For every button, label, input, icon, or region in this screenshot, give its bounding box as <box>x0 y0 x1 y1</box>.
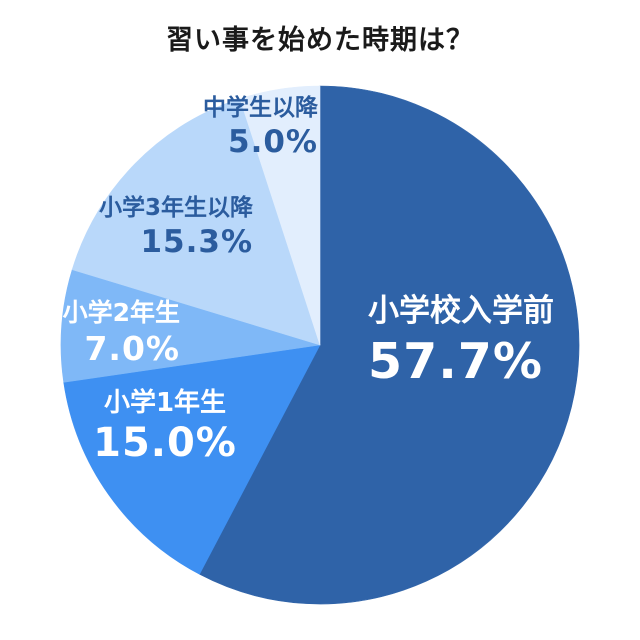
slice-value: 15.0% <box>93 420 237 466</box>
slice-name: 中学生以降 <box>203 95 318 121</box>
pie-slice-1 <box>63 344 321 575</box>
pie-slice-3 <box>71 98 321 346</box>
pie-slice-4 <box>239 85 321 346</box>
chart-title: 習い事を始めた時期は？ <box>166 25 474 56</box>
slice-name: 小学1年生 <box>103 388 227 418</box>
slice-label-shougakkou-nyuugakumae: 小学校入学前 57.7% <box>368 293 554 390</box>
slice-label-chuugakusei-ikou: 中学生以降 5.0% <box>203 97 318 158</box>
slice-label-shougaku-3nensei-ikou: 小学3年生以降 15.3% <box>99 197 253 258</box>
slice-name: 小学校入学前 <box>368 293 554 329</box>
slice-value: 57.7% <box>368 333 543 390</box>
slice-value: 5.0% <box>228 124 318 160</box>
slice-name: 小学2年生 <box>62 298 180 327</box>
pie-slice-2 <box>60 269 321 383</box>
slice-value: 7.0% <box>84 329 180 368</box>
slice-label-shougaku-2nensei: 小学2年生 7.0% <box>63 300 180 365</box>
slice-value: 15.3% <box>140 224 253 260</box>
pie-slice-0 <box>199 85 580 605</box>
slice-name: 小学3年生以降 <box>98 195 253 221</box>
slice-label-shougaku-1nensei: 小学1年生 15.0% <box>93 390 237 463</box>
